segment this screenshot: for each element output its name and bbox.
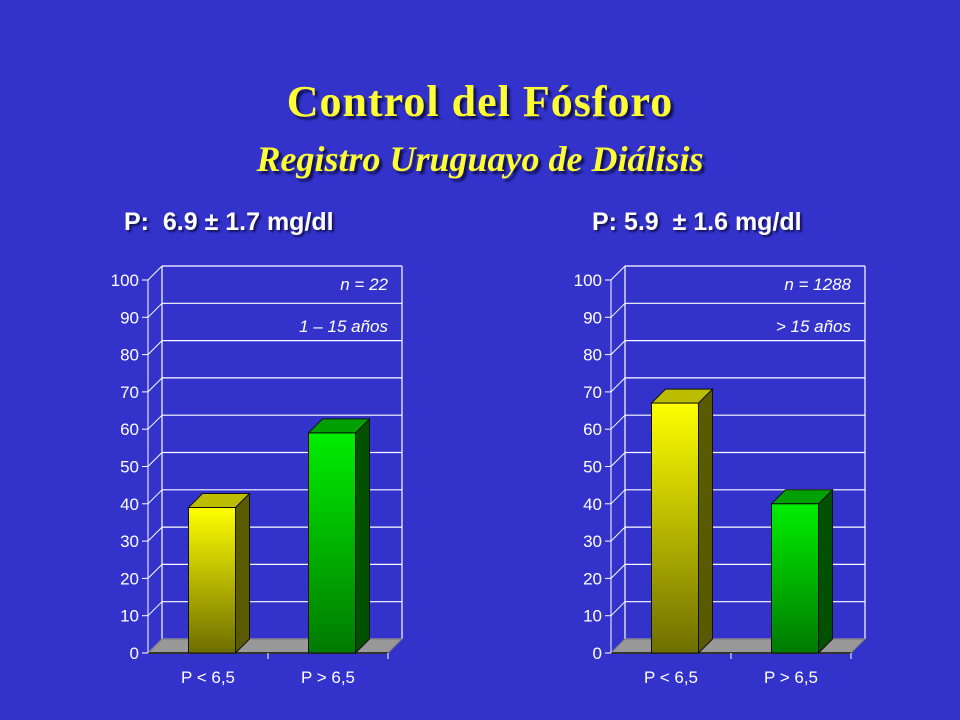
stat-label-right: P: 5.9 ± 1.6 mg/dl: [592, 208, 802, 236]
y-tick-label: 50: [583, 458, 602, 477]
stat-label-left: P: 6.9 ± 1.7 mg/dl: [124, 208, 334, 236]
y-tick-label: 80: [120, 346, 139, 365]
y-tick-label: 100: [574, 271, 602, 290]
bar: [651, 402, 699, 654]
y-tick-label: 30: [120, 532, 139, 551]
bar-side: [235, 492, 250, 655]
bar-side: [355, 417, 370, 655]
y-tick-label: 0: [130, 644, 139, 663]
y-tick-label: 100: [111, 271, 139, 290]
y-tick-label: 70: [583, 383, 602, 402]
grid-diagonal: [147, 414, 163, 430]
grid-diagonal: [147, 340, 163, 355]
grid-diagonal: [610, 340, 626, 355]
y-tick-label: 60: [120, 420, 139, 439]
grid-diagonal: [147, 564, 163, 579]
grid-diagonal: [610, 489, 626, 505]
y-tick-label: 10: [120, 607, 139, 626]
grid-diagonal: [610, 564, 626, 579]
y-tick-label: 10: [583, 607, 602, 626]
grid-diagonal: [147, 265, 163, 281]
slide-subtitle: Registro Uruguayo de Diálisis: [256, 139, 704, 179]
x-category-label: P < 6,5: [181, 668, 235, 687]
grid-diagonal: [147, 302, 163, 318]
grid-diagonal: [147, 601, 163, 617]
y-tick-label: 20: [120, 569, 139, 588]
y-tick-label: 70: [120, 383, 139, 402]
bar: [308, 432, 356, 654]
y-tick-label: 0: [593, 644, 602, 663]
grid-diagonal: [610, 526, 626, 542]
y-tick-label: 80: [583, 346, 602, 365]
chart-left: 0 10 20 30 40 50 60 70 80 90 100 P < 6,5 P > 6,5 n = …: [111, 265, 404, 687]
grid-diagonal: [610, 452, 626, 467]
y-tick-label: 50: [120, 458, 139, 477]
grid-diagonal: [610, 414, 626, 430]
grid-diagonal: [610, 601, 626, 617]
grid-diagonal: [610, 302, 626, 318]
chart-annotation: > 15 años: [776, 317, 852, 336]
x-category-label: P > 6,5: [764, 668, 818, 687]
bar-side: [818, 488, 833, 655]
chart-annotation: 1 – 15 años: [299, 317, 388, 336]
y-tick-label: 90: [583, 308, 602, 327]
bar-side: [698, 387, 713, 655]
x-category-label: P > 6,5: [301, 668, 355, 687]
y-tick-label: 30: [583, 532, 602, 551]
grid-diagonal: [147, 452, 163, 467]
y-tick-label: 40: [583, 495, 602, 514]
grid-diagonal: [610, 265, 626, 281]
chart-annotation: n = 22: [340, 275, 388, 294]
x-category-label: P < 6,5: [644, 668, 698, 687]
chart-annotation: n = 1288: [784, 275, 851, 294]
grid-diagonal: [147, 526, 163, 542]
bar: [771, 503, 819, 654]
slide-title: Control del Fósforo: [286, 77, 674, 126]
y-tick-label: 20: [583, 569, 602, 588]
grid-diagonal: [147, 377, 163, 393]
grid-diagonal: [147, 489, 163, 505]
chart-right: 0 10 20 30 40 50 60 70 80 90 100 P < 6,5 P > 6,5 n = …: [574, 265, 867, 687]
y-tick-label: 40: [120, 495, 139, 514]
y-tick-label: 90: [120, 308, 139, 327]
bar: [188, 507, 236, 654]
grid-diagonal: [610, 377, 626, 393]
y-tick-label: 60: [583, 420, 602, 439]
